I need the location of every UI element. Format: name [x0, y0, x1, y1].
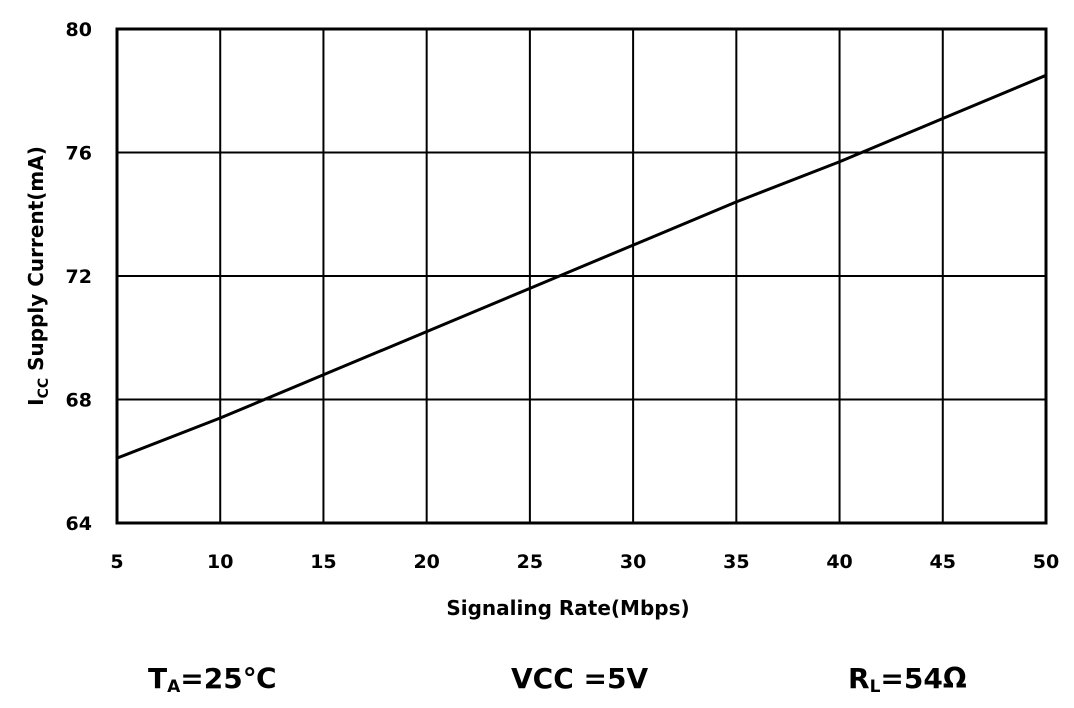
condition-ta-rest: =25℃ — [180, 662, 277, 695]
x-tick-label: 5 — [110, 551, 123, 573]
y-tick-label: 72 — [66, 266, 92, 288]
condition-ta-sub: A — [167, 677, 181, 697]
condition-rl-sub: L — [869, 677, 881, 697]
y-tick-label: 68 — [66, 390, 92, 412]
x-axis-label: Signaling Rate(Mbps) — [446, 596, 689, 620]
x-tick-label: 50 — [1033, 551, 1059, 573]
condition-vcc: VCC =5V — [511, 662, 648, 695]
y-tick-label: 76 — [66, 143, 92, 165]
y-tick-label: 80 — [66, 19, 92, 41]
x-tick-label: 10 — [207, 551, 233, 573]
plot-frame — [115, 27, 1048, 525]
y-axis-label-sub: CC — [36, 378, 52, 399]
x-tick-label: 15 — [310, 551, 336, 573]
grid-lines — [117, 29, 1046, 523]
x-tick-label: 35 — [723, 551, 749, 573]
condition-vcc-text: VCC =5V — [511, 662, 649, 695]
condition-rl: RL=54Ω — [848, 662, 967, 697]
x-tick-label: 40 — [826, 551, 852, 573]
y-axis-ticks: 64 68 72 76 80 — [66, 19, 92, 535]
condition-ta-main: T — [148, 662, 168, 695]
y-axis-label-rest: Supply Current(mA) — [24, 146, 48, 378]
series-line — [116, 73, 1047, 460]
x-tick-label: 30 — [620, 551, 646, 573]
x-axis-ticks: 5 10 15 20 25 30 35 40 45 50 — [110, 551, 1059, 573]
x-tick-label: 25 — [517, 551, 543, 573]
condition-rl-rest: =54Ω — [880, 662, 967, 695]
y-axis-label-main: I — [24, 398, 48, 405]
x-tick-label: 20 — [413, 551, 439, 573]
x-tick-label: 45 — [930, 551, 956, 573]
series-group — [116, 73, 1047, 460]
y-axis-label: ICC Supply Current(mA) — [24, 146, 52, 406]
y-tick-label: 64 — [66, 513, 92, 535]
condition-ta: TA=25℃ — [148, 662, 277, 697]
condition-rl-main: R — [848, 662, 870, 695]
